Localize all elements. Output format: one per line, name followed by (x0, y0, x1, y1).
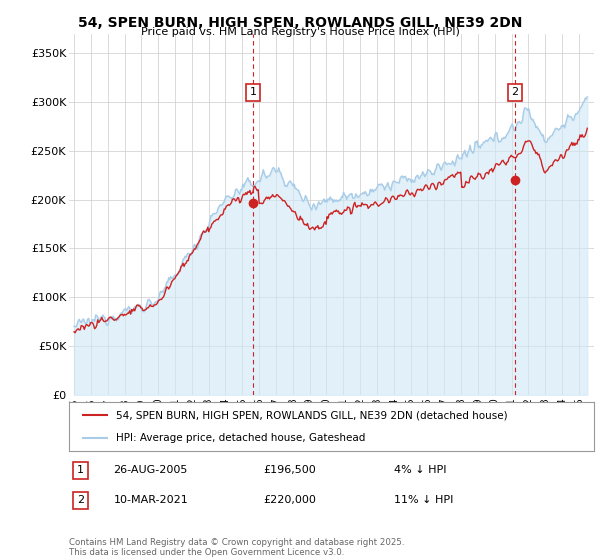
Text: 2: 2 (511, 87, 518, 97)
Text: 2: 2 (77, 495, 84, 505)
Text: £220,000: £220,000 (263, 495, 316, 505)
Text: 26-AUG-2005: 26-AUG-2005 (113, 465, 188, 475)
Text: 4% ↓ HPI: 4% ↓ HPI (395, 465, 447, 475)
Text: HPI: Average price, detached house, Gateshead: HPI: Average price, detached house, Gate… (116, 433, 365, 443)
Text: 1: 1 (77, 465, 84, 475)
Text: 54, SPEN BURN, HIGH SPEN, ROWLANDS GILL, NE39 2DN (detached house): 54, SPEN BURN, HIGH SPEN, ROWLANDS GILL,… (116, 410, 508, 421)
Text: 54, SPEN BURN, HIGH SPEN, ROWLANDS GILL, NE39 2DN: 54, SPEN BURN, HIGH SPEN, ROWLANDS GILL,… (78, 16, 522, 30)
Text: 1: 1 (250, 87, 257, 97)
Text: 11% ↓ HPI: 11% ↓ HPI (395, 495, 454, 505)
Text: Contains HM Land Registry data © Crown copyright and database right 2025.
This d: Contains HM Land Registry data © Crown c… (69, 538, 404, 557)
Text: Price paid vs. HM Land Registry's House Price Index (HPI): Price paid vs. HM Land Registry's House … (140, 27, 460, 37)
Text: £196,500: £196,500 (263, 465, 316, 475)
Text: 10-MAR-2021: 10-MAR-2021 (113, 495, 188, 505)
